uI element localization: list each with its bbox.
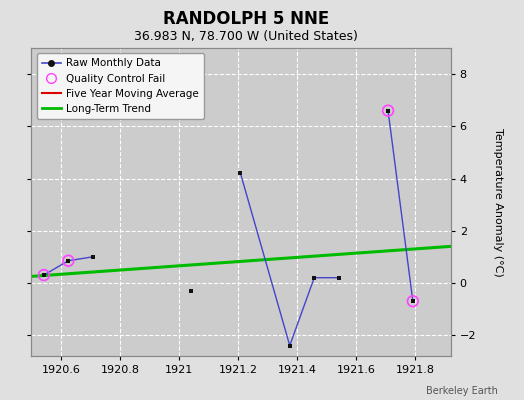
Point xyxy=(310,274,319,281)
Legend: Raw Monthly Data, Quality Control Fail, Five Year Moving Average, Long-Term Tren: Raw Monthly Data, Quality Control Fail, … xyxy=(37,53,204,119)
Text: 36.983 N, 78.700 W (United States): 36.983 N, 78.700 W (United States) xyxy=(134,30,358,43)
Point xyxy=(384,108,392,114)
Point xyxy=(409,298,417,304)
Point xyxy=(384,108,392,114)
Point xyxy=(335,274,343,281)
Point xyxy=(40,272,48,278)
Point xyxy=(286,342,294,349)
Point xyxy=(89,254,97,260)
Text: Berkeley Earth: Berkeley Earth xyxy=(426,386,498,396)
Point xyxy=(187,288,195,294)
Y-axis label: Temperature Anomaly (°C): Temperature Anomaly (°C) xyxy=(493,128,503,276)
Point xyxy=(236,170,245,176)
Point xyxy=(64,258,72,264)
Point xyxy=(40,272,48,278)
Point xyxy=(64,258,72,264)
Text: RANDOLPH 5 NNE: RANDOLPH 5 NNE xyxy=(163,10,330,28)
Point xyxy=(409,298,417,304)
